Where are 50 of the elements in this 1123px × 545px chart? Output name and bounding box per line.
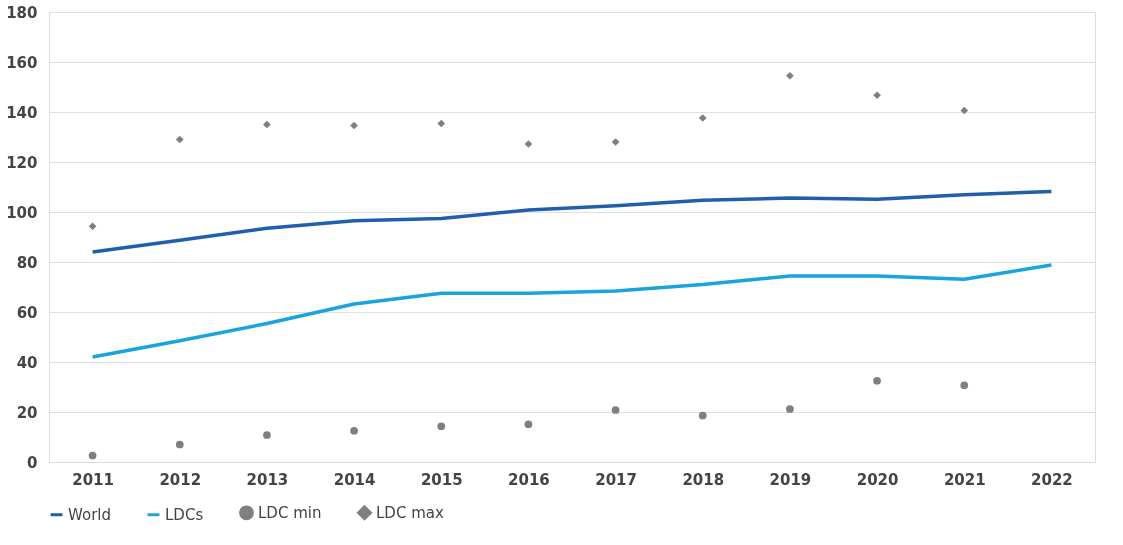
x-tick-label: 2020 xyxy=(856,470,899,489)
x-tick-label: 2013 xyxy=(246,470,289,489)
x-tick-label: 2016 xyxy=(508,470,550,489)
point xyxy=(88,451,97,460)
x-tick-label: 2012 xyxy=(159,470,202,489)
y-tick-label: 0 xyxy=(27,453,38,472)
legend-label: LDCs xyxy=(165,505,204,524)
point xyxy=(350,121,358,130)
line-series xyxy=(90,263,1054,359)
point xyxy=(611,138,620,146)
y-tick-label: 60 xyxy=(16,303,38,322)
legend-label: LDC min xyxy=(258,503,322,522)
point xyxy=(698,411,707,420)
point xyxy=(175,135,184,144)
point xyxy=(960,381,969,390)
point xyxy=(786,71,794,80)
point xyxy=(88,222,97,231)
x-tick-label: 2019 xyxy=(769,470,812,489)
x-tick-label: 2022 xyxy=(1031,470,1073,489)
x-tick-label: 2015 xyxy=(420,470,463,489)
point xyxy=(263,120,271,129)
y-tick-label: 40 xyxy=(16,353,38,372)
point xyxy=(524,140,533,148)
point xyxy=(960,106,969,115)
point xyxy=(786,405,794,413)
y-tick-label: 180 xyxy=(6,3,38,22)
y-tick-label: 160 xyxy=(6,53,38,72)
point xyxy=(524,420,533,429)
point xyxy=(698,114,707,122)
legend-label: LDC max xyxy=(376,503,444,522)
point xyxy=(263,431,271,439)
legend-label: World xyxy=(68,505,111,524)
point xyxy=(611,406,620,414)
line-series xyxy=(90,189,1054,254)
x-tick-label: 2017 xyxy=(595,470,637,489)
x-tick-label: 2014 xyxy=(333,470,376,489)
point xyxy=(175,440,184,449)
point xyxy=(437,422,446,431)
y-tick-label: 20 xyxy=(16,403,38,422)
point xyxy=(350,426,358,435)
y-tick-label: 120 xyxy=(6,153,38,172)
x-tick-label: 2011 xyxy=(72,470,114,489)
point xyxy=(437,119,446,128)
point xyxy=(873,376,881,385)
y-tick-label: 140 xyxy=(6,103,38,122)
x-tick-label: 2021 xyxy=(943,470,986,489)
x-tick-label: 2018 xyxy=(682,470,725,489)
y-tick-label: 80 xyxy=(16,253,38,272)
y-tick-label: 100 xyxy=(6,203,38,222)
point xyxy=(873,91,881,100)
